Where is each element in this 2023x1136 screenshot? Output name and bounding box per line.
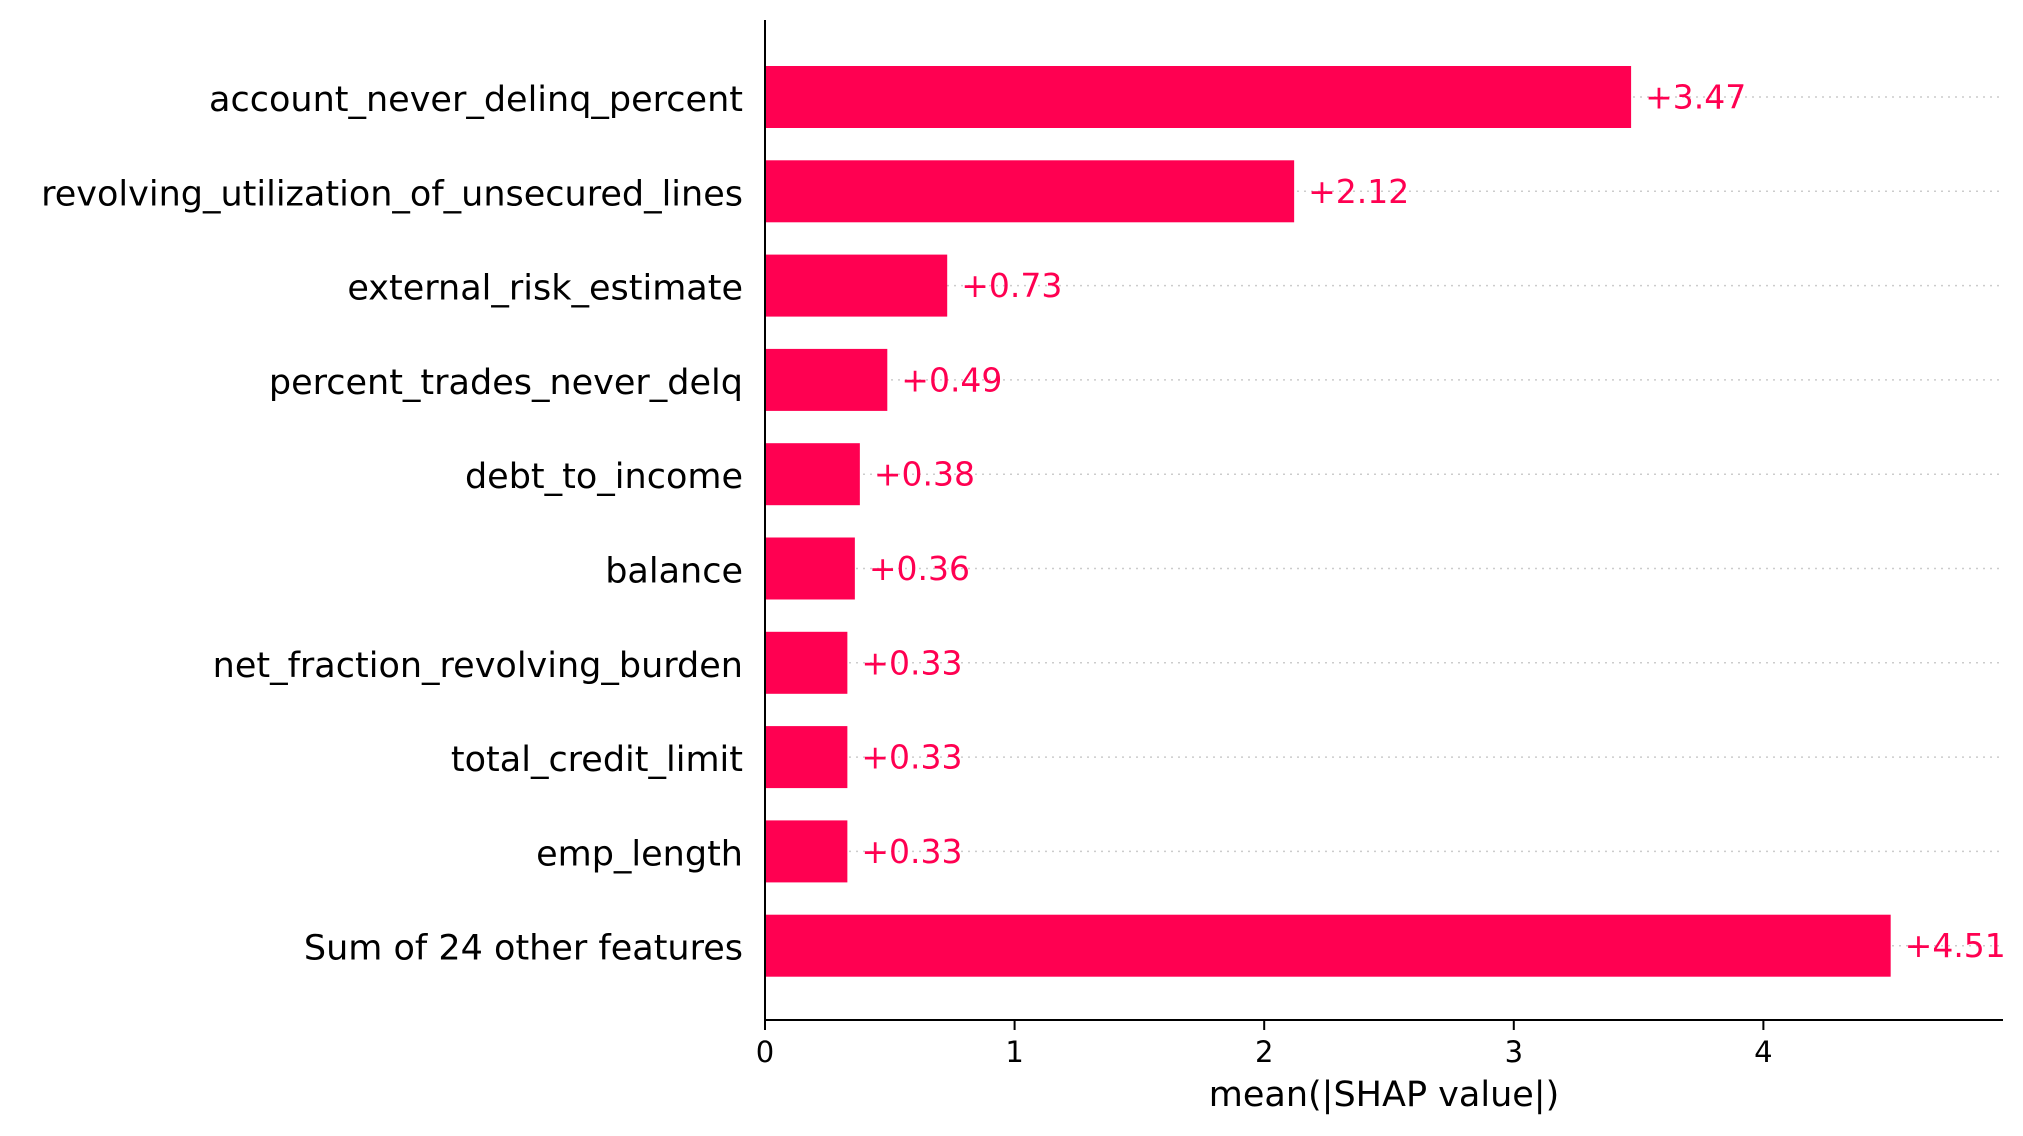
value-label: +0.73 xyxy=(961,266,1062,305)
category-label: revolving_utilization_of_unsecured_lines xyxy=(41,174,743,214)
value-label: +0.49 xyxy=(901,360,1002,399)
category-label: emp_length xyxy=(536,834,743,874)
x-tick-label: 0 xyxy=(756,1035,774,1069)
category-label: percent_trades_never_delq xyxy=(269,363,743,403)
value-label: +0.33 xyxy=(861,643,962,682)
value-label: +3.47 xyxy=(1645,78,1746,117)
category-label: total_credit_limit xyxy=(451,740,743,780)
x-axis-title: mean(|SHAP value|) xyxy=(1209,1075,1559,1115)
value-label: +0.38 xyxy=(874,455,975,494)
category-label: net_fraction_revolving_burden xyxy=(213,646,743,686)
value-label: +0.33 xyxy=(861,738,962,777)
bar xyxy=(765,914,1891,977)
x-tick-label: 1 xyxy=(1005,1035,1023,1069)
category-label: external_risk_estimate xyxy=(347,269,743,309)
bar xyxy=(765,160,1295,223)
value-label: +0.36 xyxy=(869,549,970,588)
bar xyxy=(765,254,948,317)
category-label: balance xyxy=(605,552,743,592)
bar xyxy=(765,348,888,411)
bar xyxy=(765,726,848,789)
bar xyxy=(765,66,1632,128)
category-label: debt_to_income xyxy=(465,457,743,497)
guide-lines xyxy=(765,96,2003,947)
x-tick-label: 3 xyxy=(1505,1035,1523,1069)
value-label: +4.51 xyxy=(1905,926,2006,965)
bar xyxy=(765,820,848,883)
bar xyxy=(765,537,855,600)
category-label: Sum of 24 other features xyxy=(304,929,743,969)
x-tick-label: 2 xyxy=(1255,1035,1273,1069)
bars xyxy=(765,66,1891,977)
category-labels: account_never_delinq_percent revolving_ut… xyxy=(41,80,743,969)
value-label: +0.33 xyxy=(861,832,962,871)
x-tick-label: 4 xyxy=(1754,1035,1772,1069)
bar xyxy=(765,631,848,694)
bar xyxy=(765,443,860,506)
value-labels: +3.47 +2.12 +0.73 +0.49 +0.38 +0.36 +0.33 +0.33… xyxy=(861,78,2005,966)
value-label: +2.12 xyxy=(1308,172,1409,211)
category-label: account_never_delinq_percent xyxy=(209,80,743,120)
x-ticks: 0 1 2 3 4 xyxy=(756,1020,1773,1069)
